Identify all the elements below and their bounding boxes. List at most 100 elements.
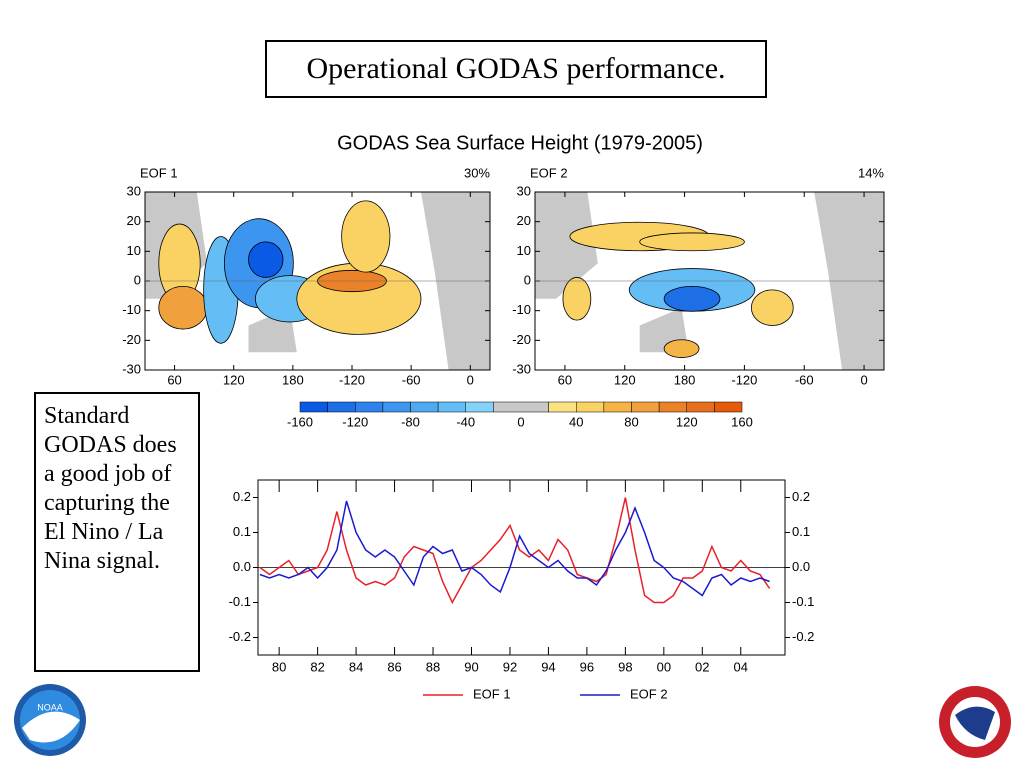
colorbar-bin [631, 401, 660, 413]
x-tick-label: 90 [464, 659, 478, 674]
colorbar-bin [576, 401, 605, 413]
map-y-tick-label: -30 [512, 361, 531, 376]
map-y-tick-label: 0 [134, 272, 141, 287]
colorbar-tick-label: 40 [569, 414, 583, 429]
land [534, 192, 598, 299]
y-tick-label: -0.2 [229, 629, 251, 644]
map-y-tick-label: -20 [512, 332, 531, 347]
map-x-tick-label: 180 [674, 372, 696, 387]
map-x-tick-label: -120 [731, 372, 757, 387]
colorbar-tick-label: 80 [624, 414, 638, 429]
map-panel: EOF 2 14% 30 20 10 0 -10 -20 -30 60 120 180 -120 -60 0 [512, 165, 885, 387]
map-y-tick-label: -10 [122, 302, 141, 317]
noaa-logo: NOAA [14, 684, 86, 756]
map-x-tick-label: 120 [223, 372, 245, 387]
colorbar-bin [493, 401, 549, 413]
colorbar-bin [465, 401, 494, 413]
note-text: Standard GODAS does a good job of captur… [34, 392, 200, 672]
map-y-tick-label: 20 [517, 213, 531, 228]
x-tick-label: 98 [618, 659, 632, 674]
y2-tick-label: 0.0 [792, 559, 810, 574]
x-tick-label: 96 [580, 659, 594, 674]
x-tick-label: 80 [272, 659, 286, 674]
x-tick-label: 82 [310, 659, 324, 674]
y2-tick-label: -0.1 [792, 594, 814, 609]
colorbar-bin [355, 401, 384, 413]
anomaly-contour [750, 289, 794, 326]
anomaly-contour [158, 285, 208, 330]
anomaly-contour [248, 241, 284, 278]
colorbar-bin [299, 401, 328, 413]
map-x-tick-label: -120 [339, 372, 365, 387]
map-panel: EOF 1 30% 30 20 10 0 -10 -20 -30 60 120 180 -120 -60 0 [122, 165, 491, 387]
map-variance: 14% [858, 165, 884, 180]
y-tick-label: 0.1 [233, 524, 251, 539]
map-label: EOF 2 [530, 165, 568, 180]
legend-label: EOF 2 [630, 686, 668, 701]
map-x-tick-label: 180 [282, 372, 304, 387]
map-y-tick-label: 0 [524, 272, 531, 287]
colorbar-tick-label: -80 [401, 414, 420, 429]
anomaly-contour [639, 232, 745, 252]
anomaly-contour [562, 277, 592, 321]
y2-tick-label: -0.2 [792, 629, 814, 644]
map-y-tick-label: -20 [122, 332, 141, 347]
anomaly-contour [341, 200, 391, 273]
map-x-tick-label: 0 [860, 372, 867, 387]
colorbar-tick-label: 160 [731, 414, 753, 429]
map-x-tick-label: 60 [558, 372, 572, 387]
x-tick-label: 86 [387, 659, 401, 674]
x-tick-label: 88 [426, 659, 440, 674]
y-tick-label: 0.2 [233, 489, 251, 504]
y2-tick-label: 0.2 [792, 489, 810, 504]
colorbar-bin [603, 401, 632, 413]
x-tick-label: 94 [541, 659, 555, 674]
map-x-tick-label: 0 [467, 372, 474, 387]
legend-label: EOF 1 [473, 686, 511, 701]
colorbar-tick-label: -160 [287, 414, 313, 429]
colorbar-bin [714, 401, 743, 413]
x-tick-label: 02 [695, 659, 709, 674]
y-tick-label: -0.1 [229, 594, 251, 609]
map-x-tick-label: 120 [614, 372, 636, 387]
svg-text:NOAA: NOAA [37, 702, 63, 712]
x-tick-label: 00 [657, 659, 671, 674]
map-y-tick-label: 30 [127, 183, 141, 198]
nws-logo [939, 686, 1011, 758]
colorbar-tick-label: -120 [342, 414, 368, 429]
anomaly-contour [663, 339, 700, 358]
x-tick-label: 84 [349, 659, 363, 674]
map-y-tick-label: 20 [127, 213, 141, 228]
colorbar-bin [410, 401, 439, 413]
figure-title: GODAS Sea Surface Height (1979-2005) [337, 132, 703, 154]
map-label: EOF 1 [140, 165, 178, 180]
colorbar-bin [548, 401, 577, 413]
x-tick-label: 92 [503, 659, 517, 674]
colorbar-bin [437, 401, 466, 413]
slide-title: Operational GODAS performance. [265, 40, 767, 98]
series-line [259, 500, 770, 597]
y-tick-label: 0.0 [233, 559, 251, 574]
map-y-tick-label: 30 [517, 183, 531, 198]
series-line [259, 497, 771, 605]
map-y-tick-label: -10 [512, 302, 531, 317]
y2-tick-label: 0.1 [792, 524, 810, 539]
map-x-tick-label: 60 [167, 372, 181, 387]
map-y-tick-label: 10 [127, 243, 141, 258]
map-y-tick-label: -30 [122, 361, 141, 376]
colorbar-bin [382, 401, 411, 413]
colorbar-bin [327, 401, 356, 413]
map-y-tick-label: 10 [517, 243, 531, 258]
colorbar-bin [658, 401, 687, 413]
colorbar-tick-label: 120 [676, 414, 698, 429]
colorbar-tick-label: 0 [517, 414, 524, 429]
colorbar-tick-label: -40 [456, 414, 475, 429]
map-variance: 30% [464, 165, 490, 180]
x-tick-label: 04 [734, 659, 748, 674]
map-x-tick-label: -60 [402, 372, 421, 387]
map-x-tick-label: -60 [795, 372, 814, 387]
anomaly-contour [663, 285, 721, 312]
colorbar-bin [686, 401, 715, 413]
